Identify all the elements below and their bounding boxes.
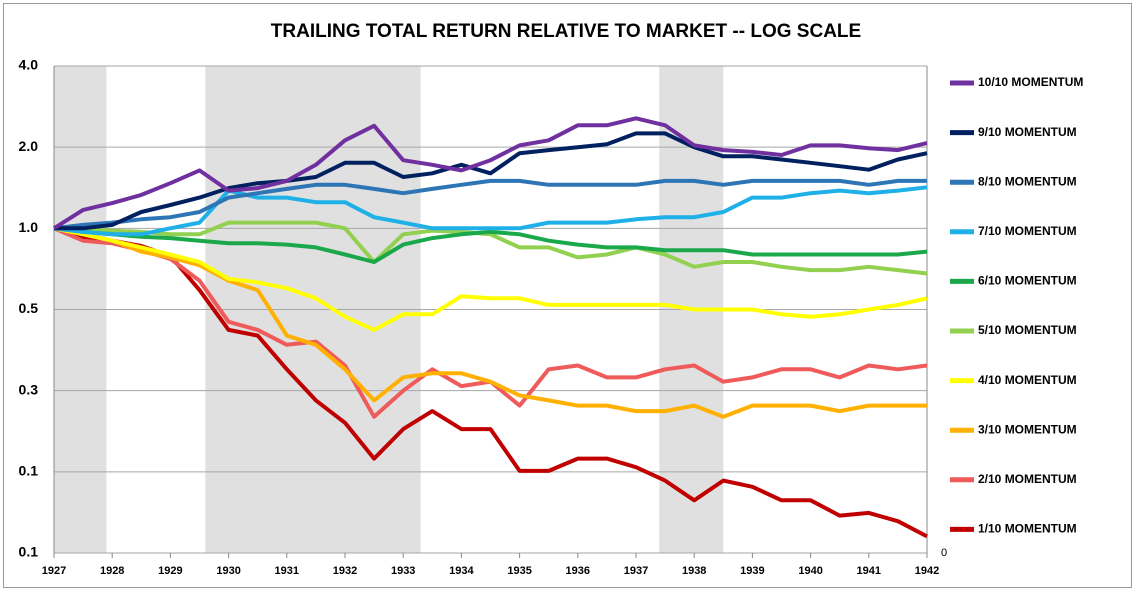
series-line	[53, 178, 927, 231]
series-line	[52, 116, 928, 230]
y-tick-label: 4.0	[19, 57, 39, 73]
x-tick-label: 1941	[857, 565, 881, 577]
x-tick-label: 1929	[158, 565, 182, 577]
x-tick-label: 1936	[566, 565, 590, 577]
legend-label: 5/10 MOMENTUM	[978, 323, 1077, 337]
legend-label: 4/10 MOMENTUM	[978, 373, 1077, 387]
x-tick-label: 1930	[216, 565, 240, 577]
x-tick-label: 1934	[449, 565, 474, 577]
x-tick-label: 1935	[507, 565, 531, 577]
x-tick-label: 1931	[275, 565, 299, 577]
legend-label: 3/10 MOMENTUM	[978, 422, 1077, 436]
y-tick-label: 0.1	[19, 463, 39, 479]
legend-label: 10/10 MOMENTUM	[978, 75, 1083, 89]
x-tick-label: 1928	[100, 565, 124, 577]
x-tick-label: 1937	[624, 565, 648, 577]
y-tick-label: 0.5	[19, 300, 39, 316]
legend-label: 6/10 MOMENTUM	[978, 274, 1077, 288]
x-tick-label: 1938	[682, 565, 706, 577]
legend-label: 8/10 MOMENTUM	[978, 174, 1077, 188]
x-tick-label: 1927	[42, 565, 66, 577]
series-line	[53, 226, 928, 539]
x-tick-label: 1932	[333, 565, 357, 577]
legend-label: 1/10 MOMENTUM	[978, 522, 1077, 536]
series-line	[53, 226, 928, 264]
x-tick-label: 1942	[915, 565, 939, 577]
series-line	[53, 185, 928, 237]
y2-tick-label: 0	[941, 547, 947, 559]
legend-label: 9/10 MOMENTUM	[978, 125, 1077, 139]
y-tick-label: 0.3	[19, 381, 39, 397]
y-tick-label: 1.0	[19, 219, 39, 235]
series-line	[53, 226, 928, 332]
series-line	[54, 220, 928, 276]
series-line	[53, 226, 927, 419]
chart-border	[3, 3, 1132, 588]
legend-label: 7/10 MOMENTUM	[978, 224, 1077, 238]
chart-title: TRAILING TOTAL RETURN RELATIVE TO MARKET…	[271, 21, 861, 42]
x-tick-label: 1939	[740, 565, 764, 577]
y-tick-label: 0.1	[19, 544, 39, 560]
legend-label: 2/10 MOMENTUM	[978, 472, 1077, 486]
x-tick-label: 1940	[798, 565, 822, 577]
y-tick-label: 2.0	[19, 138, 39, 154]
x-tick-label: 1933	[391, 565, 415, 577]
series-line	[54, 131, 928, 231]
